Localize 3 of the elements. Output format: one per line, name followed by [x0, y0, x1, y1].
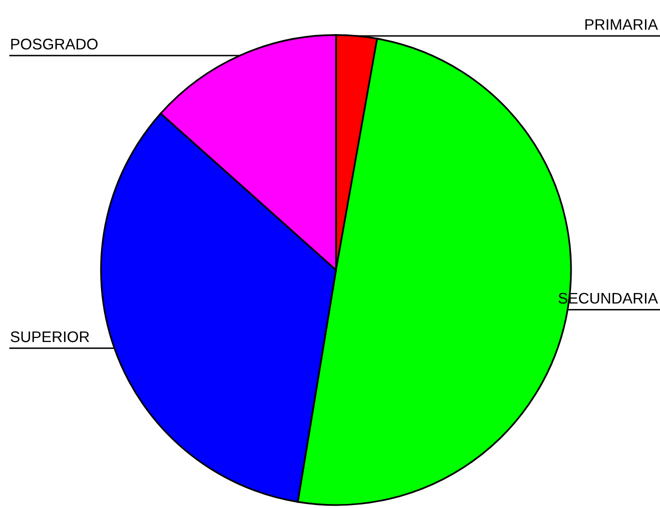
slice-label: PRIMARIA: [585, 19, 658, 30]
slice-label: POSGRADO: [11, 38, 98, 50]
slice-label: SUPERIOR: [10, 331, 90, 342]
